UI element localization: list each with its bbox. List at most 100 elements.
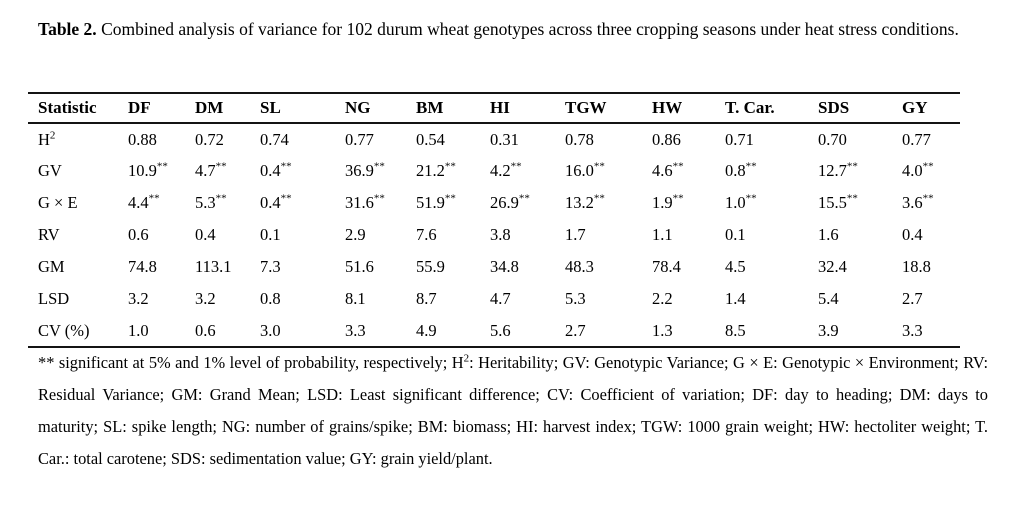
table-cell: 12.7** xyxy=(818,160,858,180)
table-row-lsd: LSD 3.2 3.2 0.8 8.1 8.7 4.7 5.3 2.2 1.4 5.4 2.7 xyxy=(28,283,960,315)
significance-asterisks: ** xyxy=(148,192,160,205)
row-label-superscript: 2 xyxy=(49,129,56,141)
table-caption: Table 2. Combined analysis of variance f… xyxy=(38,14,988,44)
table-cell: 1.3 xyxy=(652,320,673,340)
table-cell: 4.5 xyxy=(725,257,746,276)
column-header-hw: HW xyxy=(652,98,683,117)
table-cell: 0.70 xyxy=(818,129,847,149)
table-cell: 1.1 xyxy=(652,225,673,244)
table-cell: 0.6 xyxy=(195,320,216,340)
table-cell: 26.9** xyxy=(490,192,530,212)
table-caption-text: Combined analysis of variance for 102 du… xyxy=(101,19,959,39)
table-cell: 8.1 xyxy=(345,289,366,308)
significance-asterisks: ** xyxy=(280,192,292,205)
table-footnote: ** significant at 5% and 1% level of pro… xyxy=(38,347,988,475)
table-cell: 0.78 xyxy=(565,129,594,149)
row-label: G × E xyxy=(38,193,78,212)
table-cell: 4.7** xyxy=(195,160,227,180)
table-cell: 16.0** xyxy=(565,160,605,180)
table-cell: 0.4 xyxy=(902,225,923,244)
column-header-df: DF xyxy=(128,98,151,117)
anova-table: Statistic DF DM SL NG BM HI TGW HW T. Car. SDS GY H… xyxy=(28,92,960,348)
significance-asterisks: ** xyxy=(922,160,934,173)
significance-asterisks: ** xyxy=(672,192,684,205)
table-cell: 0.6 xyxy=(128,225,149,244)
table-cell: 4.0** xyxy=(902,160,934,180)
table-cell: 32.4 xyxy=(818,257,847,276)
table-cell: 4.4** xyxy=(128,192,160,212)
table-cell: 2.7 xyxy=(565,320,586,340)
column-header-sl: SL xyxy=(260,98,281,117)
table-row-gm: GM 74.8 113.1 7.3 51.6 55.9 34.8 48.3 78.4 4.5 32.… xyxy=(28,251,960,283)
table-cell: 3.2 xyxy=(128,289,149,308)
table-cell: 0.88 xyxy=(128,129,157,149)
table-cell: 34.8 xyxy=(490,257,519,276)
significance-asterisks: ** xyxy=(444,160,456,173)
significance-asterisks: ** xyxy=(373,192,385,205)
table-cell: 78.4 xyxy=(652,257,681,276)
column-header-gy: GY xyxy=(902,98,928,117)
table-body: H2 0.88 0.72 0.74 0.77 0.54 0.31 0.78 0.86 0.71 0.… xyxy=(28,123,960,347)
table-cell: 113.1 xyxy=(195,257,232,276)
table-cell: 4.2** xyxy=(490,160,522,180)
table-cell: 2.2 xyxy=(652,289,673,308)
column-header-dm: DM xyxy=(195,98,224,117)
table-cell: 21.2** xyxy=(416,160,456,180)
table-cell: 55.9 xyxy=(416,257,445,276)
table-cell: 3.6** xyxy=(902,192,934,212)
table-cell: 1.6 xyxy=(818,225,839,244)
row-label: CV (%) xyxy=(38,320,90,340)
table-row-cv: CV (%) 1.0 0.6 3.0 3.3 4.9 5.6 2.7 1.3 8.5 3.9 3.3 xyxy=(28,315,960,347)
table-cell: 5.3 xyxy=(565,289,586,308)
significance-asterisks: ** xyxy=(745,160,757,173)
significance-asterisks: ** xyxy=(672,160,684,173)
column-header-bm: BM xyxy=(416,98,444,117)
significance-asterisks: ** xyxy=(156,160,168,173)
table-cell: 0.74 xyxy=(260,129,289,149)
table-row-gv: GV 10.9** 4.7** 0.4** 36.9** 21.2** 4.2** 16.0*… xyxy=(28,155,960,187)
table-cell: 4.7 xyxy=(490,289,511,308)
table-cell: 0.72 xyxy=(195,129,224,149)
table-cell: 0.1 xyxy=(725,225,746,244)
table-cell: 31.6** xyxy=(345,192,385,212)
table-cell: 13.2** xyxy=(565,192,605,212)
column-header-tgw: TGW xyxy=(565,98,607,117)
row-label: GV xyxy=(38,161,62,180)
table-cell: 5.6 xyxy=(490,320,511,340)
table-cell: 2.7 xyxy=(902,289,923,308)
table-cell: 2.9 xyxy=(345,225,366,244)
table-head: Statistic DF DM SL NG BM HI TGW HW T. Car. SDS GY xyxy=(28,93,960,123)
table-cell: 0.8** xyxy=(725,160,757,180)
significance-asterisks: ** xyxy=(518,192,530,205)
table-cell: 8.7 xyxy=(416,289,437,308)
column-header-t-car: T. Car. xyxy=(725,98,775,117)
significance-asterisks: ** xyxy=(280,160,292,173)
row-label: LSD xyxy=(38,289,70,308)
table-header-row: Statistic DF DM SL NG BM HI TGW HW T. Car. SDS GY xyxy=(28,93,960,123)
table-cell: 1.0 xyxy=(128,320,149,340)
table-cell: 3.9 xyxy=(818,320,839,340)
significance-asterisks: ** xyxy=(215,192,227,205)
table-cell: 18.8 xyxy=(902,257,931,276)
table-cell: 3.8 xyxy=(490,225,511,244)
table-cell: 0.4** xyxy=(260,192,292,212)
table-cell: 0.8 xyxy=(260,289,281,308)
table-cell: 0.71 xyxy=(725,129,754,149)
table-cell: 15.5** xyxy=(818,192,858,212)
table-row-g-e: G × E 4.4** 5.3** 0.4** 31.6** 51.9** 26.9** 13… xyxy=(28,187,960,219)
significance-asterisks: ** xyxy=(593,160,605,173)
table-cell: 10.9** xyxy=(128,160,168,180)
footnote-text-after: : Heritability; GV: Genotypic Variance; … xyxy=(38,353,989,468)
column-header-hi: HI xyxy=(490,98,510,117)
table-cell: 3.0 xyxy=(260,320,281,340)
significance-asterisks: ** xyxy=(846,160,858,173)
table-cell: 8.5 xyxy=(725,320,746,340)
table-cell: 1.4 xyxy=(725,289,746,308)
table-cell: 7.3 xyxy=(260,257,281,276)
significance-asterisks: ** xyxy=(922,192,934,205)
row-label: H2 xyxy=(38,129,56,149)
footnote-superscript: 2 xyxy=(463,352,470,365)
table-cell: 5.4 xyxy=(818,289,839,308)
table-cell: 36.9** xyxy=(345,160,385,180)
